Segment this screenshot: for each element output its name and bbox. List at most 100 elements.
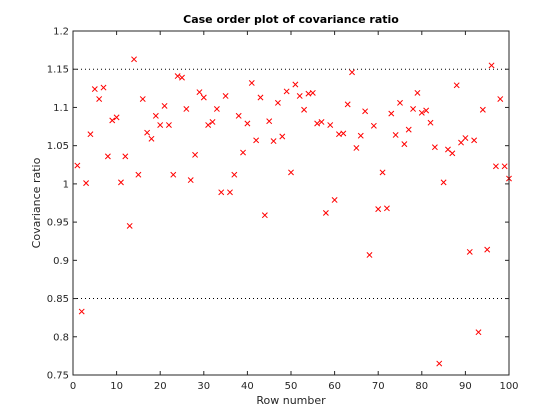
data-point <box>157 122 164 128</box>
data-point <box>414 89 421 96</box>
data-point <box>327 122 334 128</box>
data-point <box>436 360 443 367</box>
data-point <box>139 96 146 102</box>
data-point <box>83 180 90 187</box>
data-points <box>74 56 512 367</box>
data-point <box>227 189 233 196</box>
data-point <box>209 119 216 125</box>
plot-area <box>73 31 509 375</box>
data-point <box>192 151 199 158</box>
data-point <box>410 106 417 112</box>
y-tick-label: 1 <box>63 179 69 190</box>
data-point <box>187 177 194 184</box>
data-point <box>122 153 129 160</box>
y-tick-label: 1.05 <box>47 141 69 152</box>
data-point <box>74 162 81 169</box>
data-point <box>340 130 347 137</box>
data-point <box>475 329 482 336</box>
data-point <box>165 122 172 128</box>
y-axis-ticks: 0.75 0.8 0.85 0.9 0.95 1 1.05 1.1 1.15 1.2 <box>47 27 509 382</box>
data-point <box>423 107 430 114</box>
data-point <box>261 212 268 219</box>
data-point <box>78 308 85 315</box>
data-point <box>370 122 377 129</box>
data-point <box>479 106 486 113</box>
x-tick-label: 20 <box>154 381 167 392</box>
x-tick-label: 90 <box>459 381 472 392</box>
data-point <box>492 163 499 170</box>
y-tick-label: 1.2 <box>53 27 69 38</box>
data-point <box>431 144 438 151</box>
data-point <box>471 137 478 144</box>
data-point <box>314 120 321 127</box>
x-tick-label: 50 <box>285 381 298 392</box>
data-point <box>357 132 364 139</box>
data-point <box>375 206 382 213</box>
x-tick-label: 70 <box>372 381 385 392</box>
data-point <box>440 179 447 186</box>
data-point <box>218 189 225 196</box>
data-point <box>244 120 251 127</box>
data-point <box>279 133 286 140</box>
data-point <box>488 62 495 69</box>
data-point <box>274 99 281 106</box>
data-point <box>231 171 238 178</box>
data-point <box>248 80 255 86</box>
x-tick-label: 30 <box>197 381 210 392</box>
data-point <box>205 122 212 128</box>
x-tick-label: 10 <box>110 381 123 392</box>
chart-title: Case order plot of covariance ratio <box>183 13 399 26</box>
data-point <box>401 141 408 148</box>
y-tick-label: 1.1 <box>53 103 69 114</box>
data-point <box>131 56 137 63</box>
data-point <box>388 110 395 117</box>
data-point <box>170 171 177 178</box>
data-point <box>144 129 151 136</box>
data-point <box>148 135 155 142</box>
data-point <box>427 119 434 126</box>
data-point <box>331 196 338 203</box>
y-tick-label: 0.9 <box>53 256 69 267</box>
data-point <box>296 93 303 99</box>
data-point <box>462 135 469 141</box>
data-point <box>418 109 425 116</box>
data-point <box>161 102 168 109</box>
y-axis-label: Covariance ratio <box>30 157 43 248</box>
data-point <box>449 150 456 157</box>
data-point <box>152 112 159 119</box>
data-point <box>379 169 386 176</box>
data-point <box>458 139 464 146</box>
data-point <box>397 99 403 106</box>
data-point <box>179 74 185 81</box>
data-point <box>126 222 133 229</box>
x-tick-label: 40 <box>241 381 254 392</box>
data-point <box>405 126 412 133</box>
x-axis-ticks: 0 10 20 30 40 50 60 70 80 90 100 <box>70 31 519 392</box>
data-point <box>213 106 220 112</box>
data-point <box>349 69 355 76</box>
data-point <box>200 94 207 101</box>
x-tick-label: 100 <box>499 381 518 392</box>
data-point <box>318 119 325 125</box>
data-point <box>366 252 373 258</box>
data-point <box>104 153 111 160</box>
y-tick-label: 0.75 <box>47 371 69 382</box>
data-point <box>96 96 103 102</box>
data-point <box>362 108 369 115</box>
data-point <box>113 114 120 121</box>
data-point <box>392 132 399 138</box>
data-point <box>383 205 390 212</box>
data-point <box>91 86 98 93</box>
data-point <box>109 117 116 124</box>
data-point <box>283 88 290 95</box>
data-point <box>240 149 246 156</box>
y-tick-label: 1.15 <box>47 65 69 76</box>
data-point <box>135 171 142 178</box>
data-point <box>257 94 264 101</box>
data-point <box>322 209 329 216</box>
y-tick-label: 0.95 <box>47 218 69 229</box>
data-point <box>484 246 491 253</box>
reference-lines <box>73 68 509 300</box>
x-axis-label: Row number <box>256 394 326 407</box>
data-point <box>497 96 504 102</box>
